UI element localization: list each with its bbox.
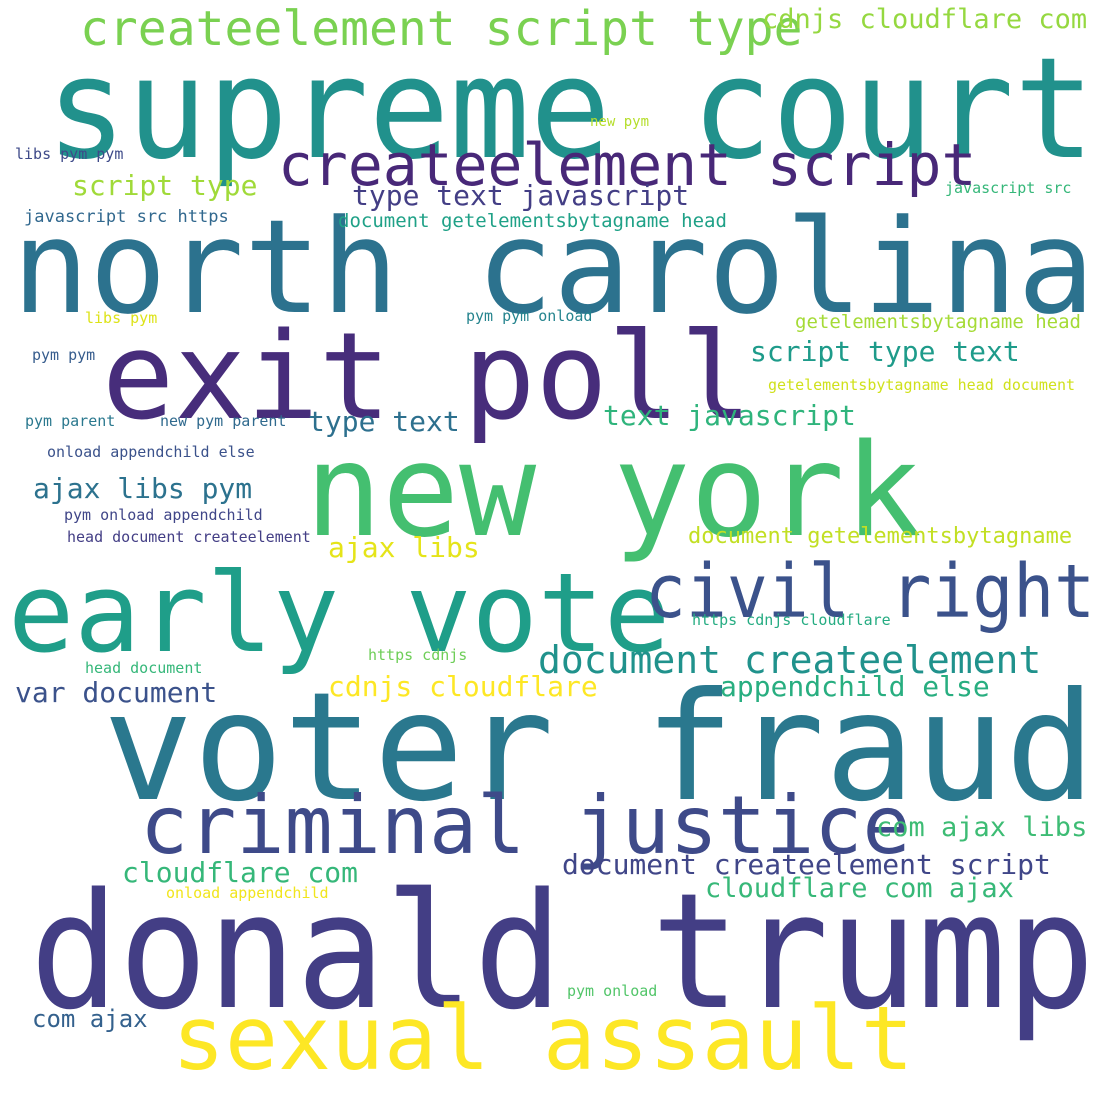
word: ajax libs <box>328 531 480 564</box>
word: new pym <box>590 114 650 130</box>
word: document getelementsbytagname head <box>338 210 727 232</box>
word: script type text <box>750 335 1020 368</box>
word: head document <box>85 659 203 677</box>
word: var document <box>15 676 218 709</box>
word: early vote <box>8 549 671 677</box>
word: javascript src https <box>24 207 229 227</box>
word: libs pym pym <box>15 145 124 163</box>
word: pym pym <box>32 346 96 364</box>
word: pym onload <box>567 982 658 1000</box>
word: libs pym <box>85 309 158 327</box>
word: document createelement script <box>562 848 1051 881</box>
word: new york <box>305 417 922 566</box>
word: javascript src <box>945 179 1072 197</box>
word: cdnjs cloudflare com <box>762 4 1088 35</box>
word: appendchild else <box>720 670 990 703</box>
word: getelementsbytagname head <box>795 311 1081 333</box>
word: createelement script type <box>80 1 803 57</box>
word: pym onload appendchild <box>64 506 263 524</box>
word: donald trump <box>30 858 1095 1045</box>
word: north carolina <box>12 191 1095 343</box>
word: type text <box>308 405 460 438</box>
word: text javascript <box>603 399 856 432</box>
word: civil right <box>645 549 1096 635</box>
word: new pym parent <box>160 412 287 430</box>
word: com ajax <box>32 1005 148 1033</box>
word: sexual assault <box>172 987 914 1090</box>
word: exit poll <box>102 308 753 447</box>
word: ajax libs pym <box>33 472 253 505</box>
word: cloudflare com ajax <box>705 873 1014 904</box>
word: https cdnjs cloudflare <box>692 611 891 629</box>
word: criminal justice <box>140 779 911 872</box>
word: https cdnjs <box>368 646 468 664</box>
word: cloudflare com <box>122 856 359 889</box>
word: head document createelement <box>67 528 311 546</box>
word: document createelement <box>538 638 1042 682</box>
word: com ajax libs <box>876 812 1088 843</box>
word: document getelementsbytagname <box>688 524 1073 549</box>
word: createelement script <box>278 131 977 199</box>
word: voter fraud <box>103 661 1096 835</box>
word: onload appendchild else <box>47 443 255 461</box>
word: onload appendchild <box>166 884 329 902</box>
word: getelementsbytagname head document <box>768 376 1076 394</box>
word: supreme court <box>46 28 1095 191</box>
word: type text javascript <box>352 179 690 212</box>
word: cdnjs cloudflare <box>328 670 598 703</box>
word: pym pym onload <box>466 307 593 325</box>
word: script type <box>72 169 258 202</box>
word: pym parent <box>25 412 116 430</box>
